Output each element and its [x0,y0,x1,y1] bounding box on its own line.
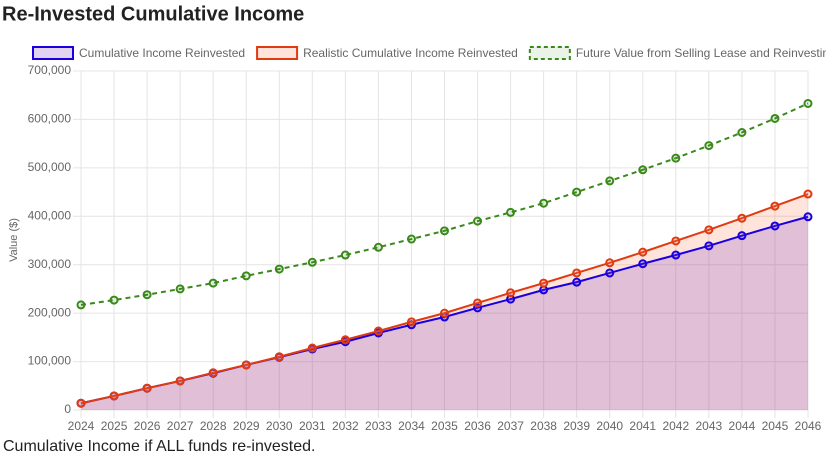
x-tick-label: 2035 [431,419,458,433]
point [109,391,119,401]
point [109,295,119,305]
legend-swatch [32,46,74,60]
y-tick-label: 0 [64,402,71,416]
x-tick-label: 2024 [68,419,95,433]
x-tick-label: 2027 [167,419,194,433]
legend-label: Cumulative Income Reinvested [79,46,245,60]
point [572,277,582,287]
point [671,250,681,260]
x-tick-label: 2033 [365,419,392,433]
point [671,153,681,163]
x-tick-label: 2034 [398,419,425,433]
point [142,383,152,393]
y-tick-label: 200,000 [28,305,72,319]
y-tick-label: 500,000 [28,160,72,174]
point [241,360,251,370]
x-tick-label: 2025 [101,419,128,433]
point [539,278,549,288]
point [473,298,483,308]
x-tick-label: 2046 [795,419,822,433]
point [704,241,714,251]
point [373,242,383,252]
y-tick-label: 100,000 [28,354,72,368]
point [539,198,549,208]
point [770,201,780,211]
point [770,221,780,231]
x-tick-label: 2044 [729,419,756,433]
y-tick-label: 400,000 [28,208,72,222]
x-tick-label: 2043 [696,419,723,433]
point [76,300,86,310]
y-axis-label: Value ($) [8,218,20,262]
point [671,236,681,246]
point [704,225,714,235]
x-tick-label: 2032 [332,419,359,433]
point [803,98,813,108]
point [274,352,284,362]
point [803,212,813,222]
point [770,113,780,123]
point [406,317,416,327]
x-tick-label: 2038 [530,419,557,433]
point [440,308,449,318]
line [80,193,809,405]
caption: Cumulative Income if ALL funds re-invest… [3,438,315,455]
y-tick-label: 600,000 [28,112,72,126]
point [76,398,86,408]
point [803,189,813,199]
point [373,326,383,336]
point [638,259,648,269]
point [142,290,152,300]
x-tick-label: 2030 [266,419,293,433]
point [506,207,516,217]
point [605,268,615,278]
point [406,234,416,244]
x-tick-label: 2042 [662,419,689,433]
point [241,271,251,281]
legend-swatch [256,46,299,60]
point [340,335,350,345]
x-tick-label: 2029 [233,419,260,433]
x-tick-label: 2026 [134,419,161,433]
line [80,102,809,306]
x-tick-label: 2037 [497,419,524,433]
point [737,213,747,223]
x-tick-label: 2031 [299,419,326,433]
x-tick-label: 2039 [563,419,590,433]
point [307,257,317,267]
point [175,284,185,294]
point [208,368,218,378]
x-tick-label: 2045 [762,419,789,433]
legend-label: Future Value from Selling Lease and Rein… [576,46,826,60]
point [737,231,747,241]
point [440,226,449,236]
point [638,165,648,175]
point [175,376,185,386]
x-tick-label: 2036 [464,419,491,433]
legend-swatch [528,46,571,60]
point [605,176,615,186]
x-tick-label: 2041 [629,419,656,433]
point [340,250,350,260]
x-tick-label: 2028 [200,419,227,433]
y-tick-label: 300,000 [28,257,72,271]
legend-label: Realistic Cumulative Income Reinvested [303,46,518,60]
point [737,128,747,138]
point [506,288,516,298]
chart-title: Re-Invested Cumulative Income [2,3,304,25]
point [605,258,615,268]
point [572,187,582,197]
area [81,194,808,410]
point [473,216,483,226]
point [307,343,317,353]
x-tick-label: 2040 [596,419,623,433]
point [572,268,582,278]
point [274,264,284,274]
y-tick-label: 700,000 [28,63,72,77]
point [638,247,648,257]
point [208,278,218,288]
point [704,141,714,151]
